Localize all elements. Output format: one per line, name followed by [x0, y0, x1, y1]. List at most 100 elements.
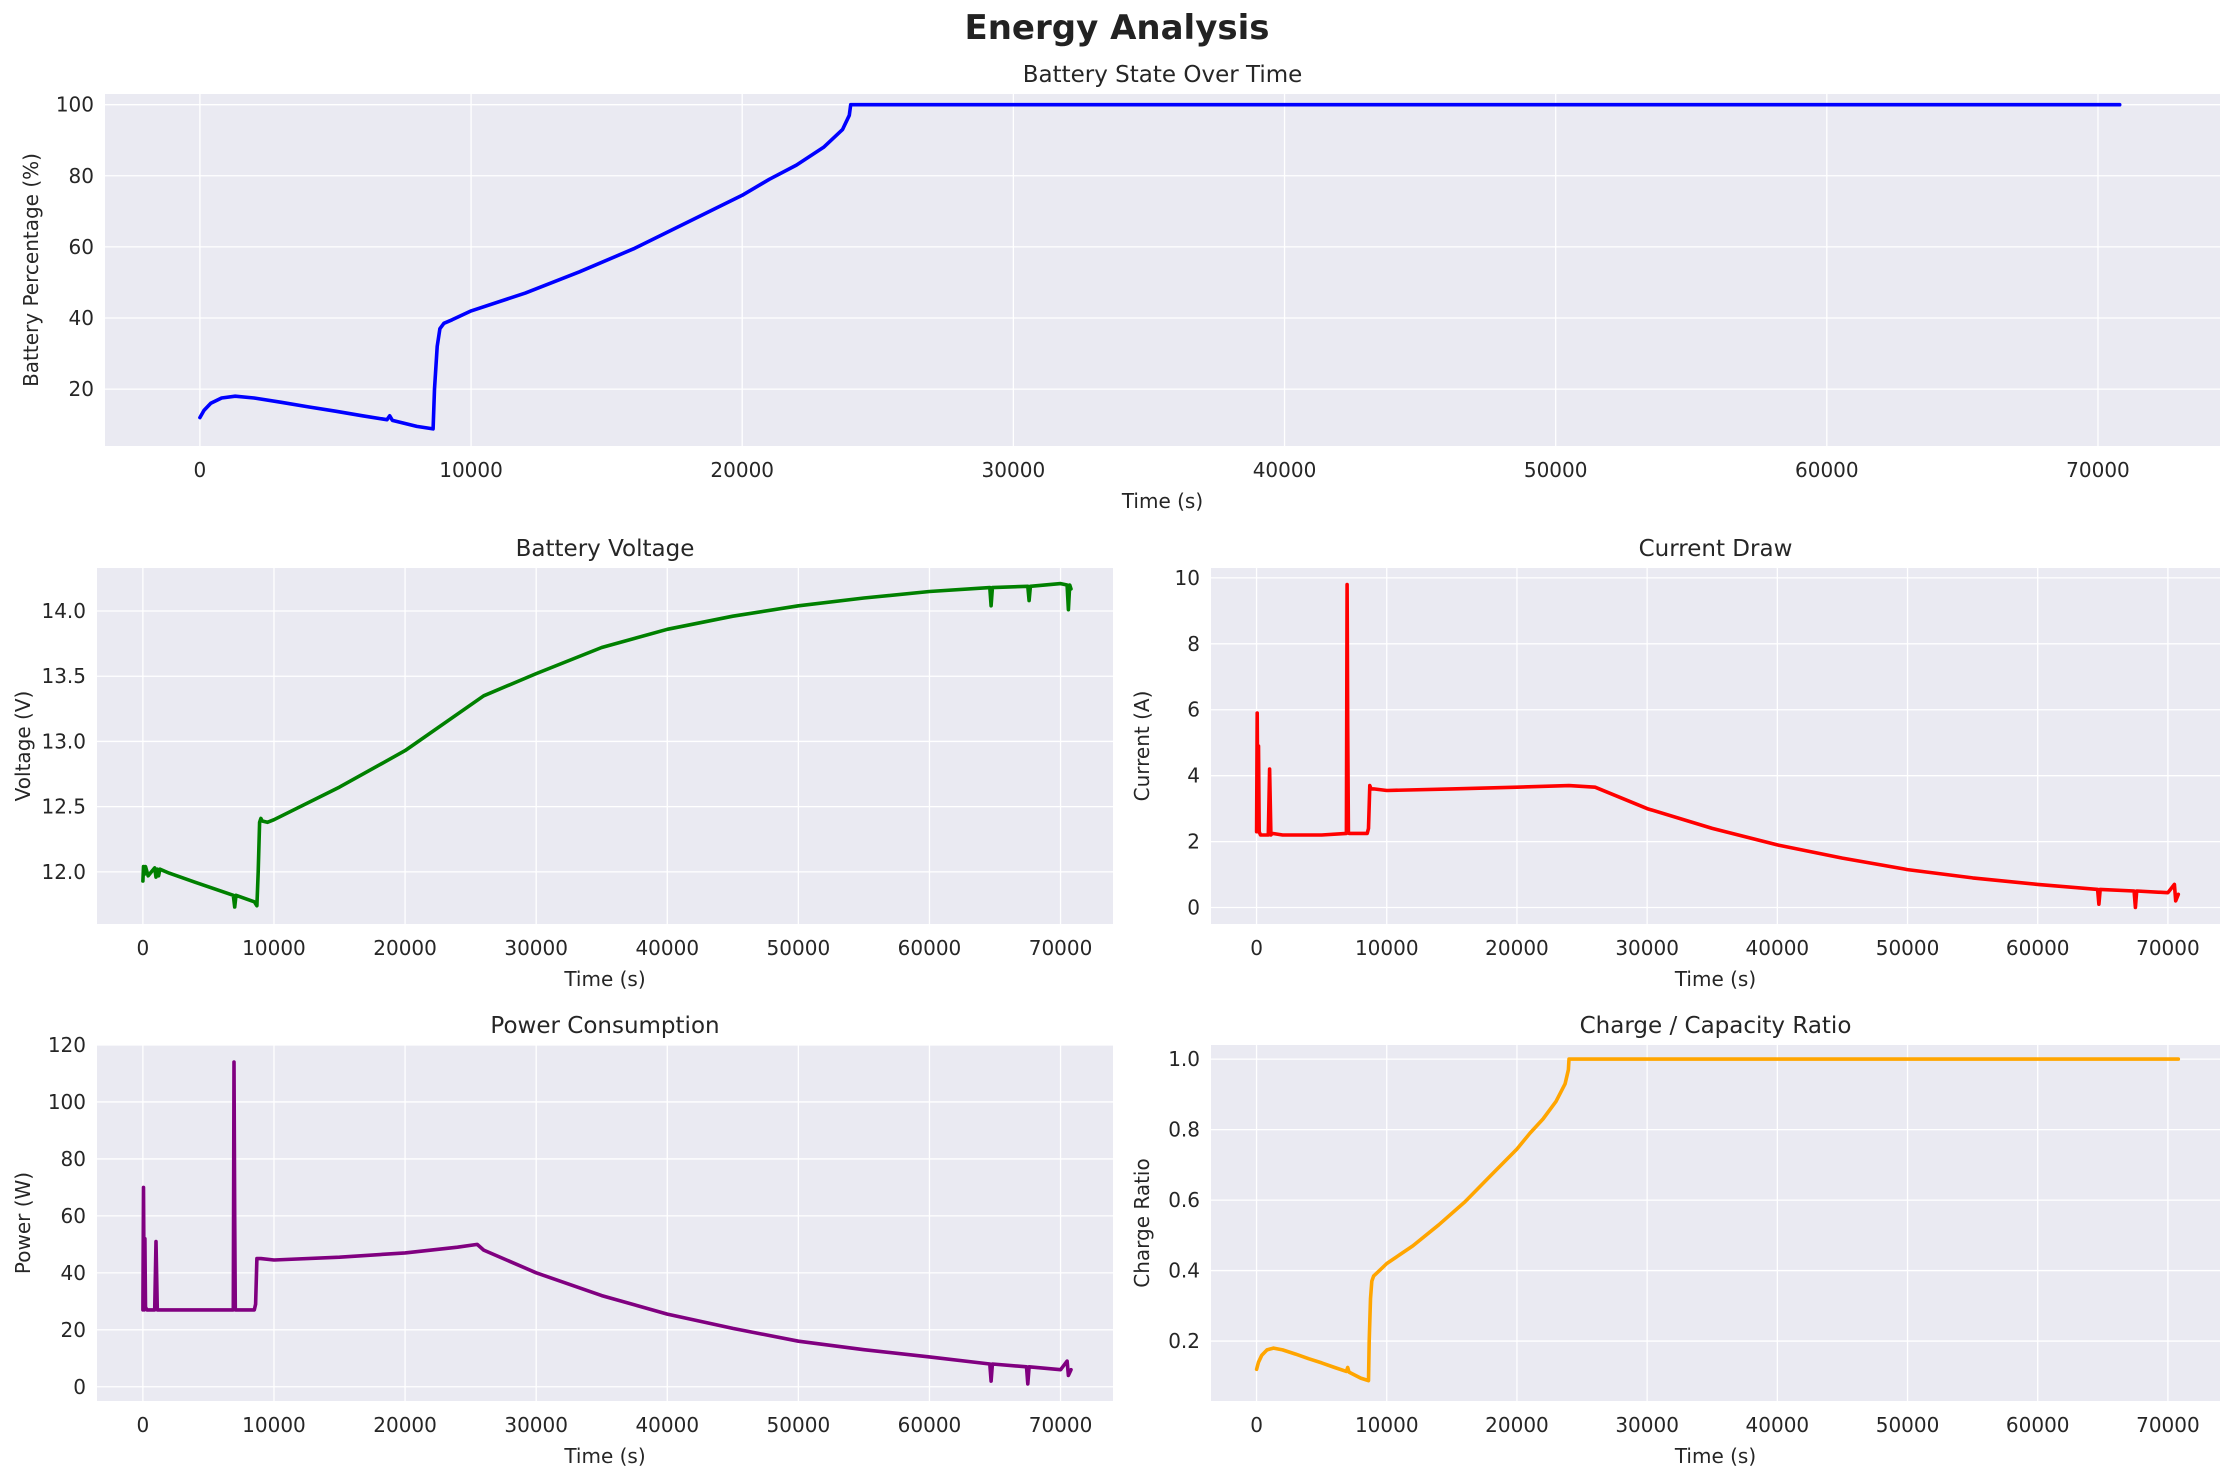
chart-voltage: 0 10000 20000 30000 40000 50000 60000 70000 12.0… — [11, 536, 1113, 991]
x-tick-label: 20000 — [1485, 1413, 1549, 1437]
plot-area — [97, 568, 1113, 924]
y-tick-label: 0.8 — [1168, 1118, 1200, 1142]
y-tick-label: 20 — [69, 377, 94, 401]
x-tick-label: 20000 — [1485, 936, 1549, 960]
y-tick-label: 10 — [1175, 566, 1200, 590]
y-tick-label: 6 — [1187, 698, 1200, 722]
x-tick-label: 30000 — [504, 936, 568, 960]
x-tick-label: 10000 — [242, 936, 306, 960]
chart-title: Battery Voltage — [516, 536, 695, 562]
y-axis-label: Power (W) — [11, 1172, 35, 1274]
y-tick-label: 0.4 — [1168, 1259, 1200, 1283]
plot-area — [105, 94, 2220, 446]
x-axis-label: Time (s) — [563, 1444, 645, 1468]
x-tick-label: 10000 — [242, 1413, 306, 1437]
x-tick-label: 40000 — [1746, 936, 1810, 960]
x-tick-label: 30000 — [504, 1413, 568, 1437]
series-line — [1254, 582, 2181, 910]
x-tick-label: 50000 — [1876, 936, 1940, 960]
x-tick-label: 50000 — [1524, 458, 1588, 482]
x-axis-label: Time (s) — [563, 967, 645, 991]
x-tick-label: 0 — [137, 936, 150, 960]
x-tick-label: 60000 — [898, 1413, 962, 1437]
y-tick-label: 12.5 — [41, 795, 86, 819]
chart-title: Charge / Capacity Ratio — [1580, 1013, 1852, 1039]
chart-power: 0 10000 20000 30000 40000 50000 60000 70000 0 20 4… — [11, 1013, 1113, 1468]
y-tick-label: 0 — [1187, 896, 1200, 920]
x-tick-label: 60000 — [2006, 1413, 2070, 1437]
x-tick-label: 0 — [194, 458, 207, 482]
x-tick-label: 40000 — [635, 1413, 699, 1437]
figure-title: Energy Analysis — [964, 8, 1270, 48]
plot-area — [97, 1045, 1113, 1401]
x-tick-label: 50000 — [767, 936, 831, 960]
y-tick-label: 80 — [61, 1147, 86, 1171]
y-tick-label: 60 — [61, 1204, 86, 1228]
y-tick-label: 2 — [1187, 830, 1200, 854]
x-tick-label: 20000 — [373, 936, 437, 960]
y-tick-label: 13.0 — [41, 729, 86, 753]
x-tick-label: 10000 — [1355, 1413, 1419, 1437]
y-tick-label: 120 — [48, 1033, 86, 1057]
x-tick-label: 0 — [1250, 936, 1263, 960]
series-line — [141, 581, 1073, 909]
chart-charge-ratio: 0 10000 20000 30000 40000 50000 60000 70000 0.2 0… — [1130, 1013, 2220, 1468]
y-tick-label: 13.5 — [41, 664, 86, 688]
y-tick-label: 60 — [69, 235, 94, 259]
y-tick-label: 0.6 — [1168, 1188, 1200, 1212]
y-tick-label: 12.0 — [41, 860, 86, 884]
y-tick-label: 100 — [48, 1090, 86, 1114]
x-tick-label: 10000 — [439, 458, 503, 482]
y-axis-label: Current (A) — [1130, 691, 1154, 802]
y-tick-label: 14.0 — [41, 599, 86, 623]
x-tick-label: 40000 — [1746, 1413, 1810, 1437]
series-line — [1254, 1057, 2181, 1383]
series-line — [141, 1060, 1073, 1386]
chart-battery: 0 10000 20000 30000 40000 50000 60000 70000 20 40… — [19, 62, 2220, 513]
y-tick-label: 100 — [56, 93, 94, 117]
y-tick-label: 80 — [69, 164, 94, 188]
x-tick-label: 50000 — [1876, 1413, 1940, 1437]
x-tick-label: 20000 — [373, 1413, 437, 1437]
x-tick-label: 0 — [1250, 1413, 1263, 1437]
x-tick-label: 20000 — [710, 458, 774, 482]
x-tick-label: 60000 — [1795, 458, 1859, 482]
x-tick-label: 50000 — [767, 1413, 831, 1437]
plot-area — [1211, 1045, 2220, 1401]
y-tick-label: 0.2 — [1168, 1329, 1200, 1353]
y-tick-label: 20 — [61, 1318, 86, 1342]
chart-title: Current Draw — [1639, 536, 1793, 562]
x-tick-label: 30000 — [982, 458, 1046, 482]
y-tick-label: 40 — [69, 306, 94, 330]
x-tick-label: 70000 — [2136, 1413, 2200, 1437]
y-axis-label: Battery Percentage (%) — [19, 153, 43, 387]
y-tick-label: 1.0 — [1168, 1047, 1200, 1071]
y-tick-label: 0 — [73, 1375, 86, 1399]
x-tick-label: 40000 — [635, 936, 699, 960]
y-axis-label: Charge Ratio — [1130, 1158, 1154, 1287]
x-tick-label: 60000 — [2006, 936, 2070, 960]
y-tick-label: 40 — [61, 1261, 86, 1285]
x-tick-label: 30000 — [1615, 1413, 1679, 1437]
x-tick-label: 40000 — [1253, 458, 1317, 482]
chart-current: 0 10000 20000 30000 40000 50000 60000 70000 0 2 4 6… — [1130, 536, 2220, 991]
x-axis-label: Time (s) — [1674, 967, 1756, 991]
x-tick-label: 60000 — [898, 936, 962, 960]
x-tick-label: 70000 — [2066, 458, 2130, 482]
x-axis-label: Time (s) — [1121, 489, 1203, 513]
x-tick-label: 70000 — [1029, 1413, 1093, 1437]
x-tick-label: 10000 — [1355, 936, 1419, 960]
x-tick-label: 70000 — [2136, 936, 2200, 960]
x-tick-label: 70000 — [1029, 936, 1093, 960]
chart-title: Battery State Over Time — [1023, 62, 1303, 88]
y-tick-label: 4 — [1187, 764, 1200, 788]
y-axis-label: Voltage (V) — [11, 691, 35, 802]
plot-area — [1211, 568, 2220, 924]
chart-title: Power Consumption — [490, 1013, 719, 1039]
x-tick-label: 0 — [137, 1413, 150, 1437]
y-tick-label: 8 — [1187, 632, 1200, 656]
x-tick-label: 30000 — [1615, 936, 1679, 960]
series-line — [198, 102, 2122, 431]
